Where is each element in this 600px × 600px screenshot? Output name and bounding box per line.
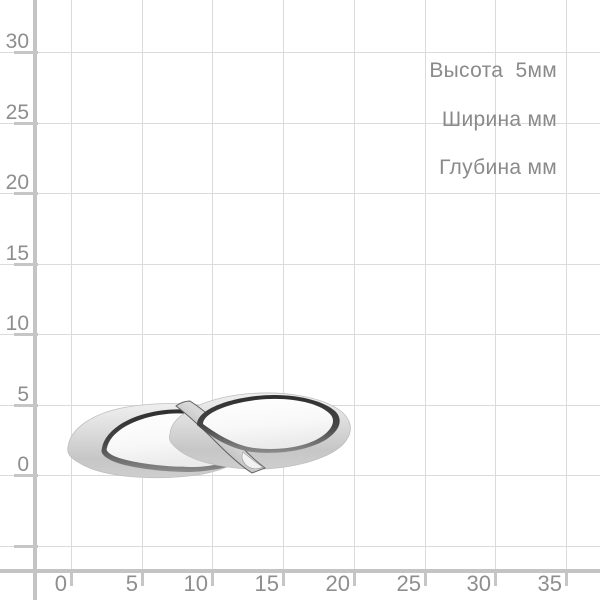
- x-tick-label: 25: [396, 571, 421, 596]
- dimension-depth-label: Глубина мм: [439, 156, 557, 179]
- grid-line-horizontal: [0, 334, 600, 335]
- x-tick-label: 20: [325, 571, 350, 596]
- y-axis-tick: [14, 192, 38, 195]
- y-axis-tick: [14, 404, 38, 407]
- grid-line-horizontal: [0, 264, 600, 265]
- dimension-width-label: Ширина мм: [441, 108, 557, 131]
- y-axis-line: [33, 0, 37, 600]
- y-axis-tick: [14, 51, 38, 54]
- grid-line-horizontal: [0, 52, 600, 53]
- grid-line-horizontal: [0, 123, 600, 124]
- x-tick-label: 30: [466, 571, 491, 596]
- y-tick-label: 10: [5, 312, 29, 335]
- y-tick-label: 30: [5, 30, 29, 53]
- y-axis-tick: [14, 545, 38, 548]
- x-axis-tick: [211, 573, 214, 586]
- x-axis-tick: [141, 573, 144, 586]
- x-axis-tick: [353, 573, 356, 586]
- x-tick-label: 10: [183, 571, 208, 596]
- y-tick-label: 0: [17, 453, 29, 476]
- grid-line-vertical: [354, 0, 355, 570]
- x-axis-tick: [70, 573, 73, 586]
- x-axis-tick: [424, 573, 427, 586]
- grid-line-vertical: [425, 0, 426, 570]
- grid-line-vertical: [495, 0, 496, 570]
- y-axis-tick: [14, 474, 38, 477]
- grid-line-horizontal: [0, 475, 600, 476]
- x-tick-label: 35: [537, 571, 562, 596]
- x-tick-label: 5: [125, 571, 138, 596]
- ring-right-panel-face: [203, 398, 333, 449]
- y-tick-label: 25: [5, 101, 29, 124]
- y-tick-label: 20: [5, 171, 29, 194]
- y-axis-tick: [14, 122, 38, 125]
- y-tick-label: 15: [5, 242, 29, 265]
- x-tick-label: 0: [54, 571, 67, 596]
- x-axis-tick: [565, 573, 568, 586]
- y-axis-tick: [14, 333, 38, 336]
- x-axis-line: [0, 569, 600, 573]
- y-tick-label: 5: [17, 383, 29, 406]
- dimension-height-label: Высота 5мм: [429, 59, 557, 82]
- grid-line-vertical: [566, 0, 567, 570]
- x-axis-tick: [282, 573, 285, 586]
- grid-line-vertical: [142, 0, 143, 570]
- y-axis-tick: [14, 263, 38, 266]
- grid-line-vertical: [71, 0, 72, 570]
- grid-line-vertical: [212, 0, 213, 570]
- x-tick-label: 15: [254, 571, 279, 596]
- grid-line-horizontal: [0, 193, 600, 194]
- ring-left-panel-tip-highlight: [241, 451, 264, 470]
- grid-line-horizontal: [0, 546, 600, 547]
- grid-line-vertical: [283, 0, 284, 570]
- x-axis-tick: [494, 573, 497, 586]
- ring-image: [67, 392, 351, 479]
